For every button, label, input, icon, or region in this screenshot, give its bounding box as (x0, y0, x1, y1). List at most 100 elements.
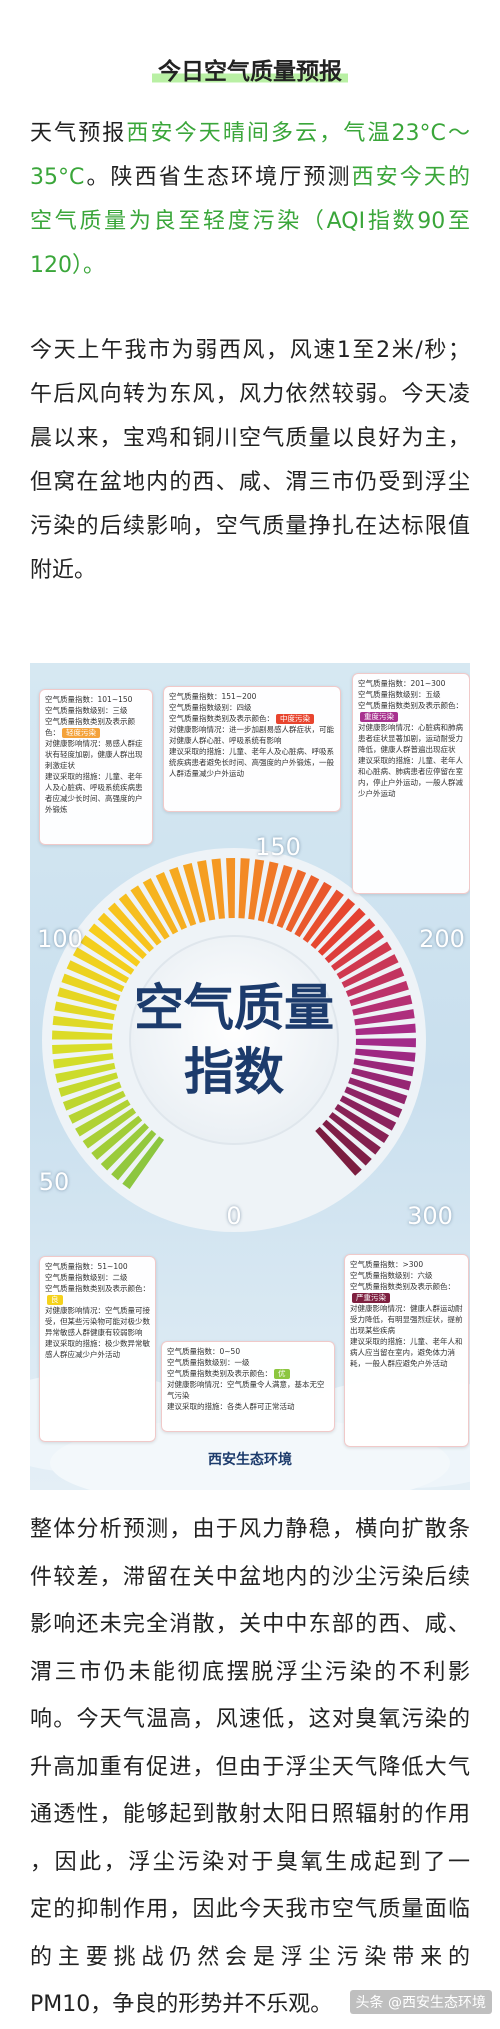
level-tag: 优 (274, 1369, 290, 1379)
text-segment: 天气预报 (30, 121, 127, 146)
ring-segment (72, 947, 129, 984)
text-line: 污染的后续影响，空气质量挣扎在达标限值 (30, 514, 470, 539)
info-row: 空气质量指数：51~100 (45, 1262, 128, 1271)
ring-segment (351, 1067, 412, 1091)
ring-segment (52, 1015, 114, 1030)
text-line: 但窝在盆地内的西、咸、渭三市仍受到浮尘 (30, 470, 470, 495)
info-row: 空气质量指数：151~200 (169, 692, 257, 701)
text-line: 今天上午我市为弱西风，风速1至2米/秒； (30, 338, 470, 363)
ring-segment (182, 862, 206, 923)
ring-segment (276, 869, 307, 928)
text-segment: 。陕西省生态环境厅预测 (84, 165, 352, 190)
ring-segment (62, 1081, 122, 1111)
info-box: 空气质量指数：201~300 空气质量指数级别：五级 空气质量指数类别及表示颜色： 重… (352, 673, 470, 894)
ring-segment (345, 967, 405, 997)
ring-segment (142, 878, 179, 935)
highlight-segment: 35°C (30, 165, 85, 190)
ring-segment (55, 1062, 116, 1083)
text-line: 空气质量为良至轻度污染（AQI指数90至 (30, 200, 470, 244)
info-row: 空气质量指数：>300 (350, 1260, 424, 1269)
ring-segment (354, 1009, 415, 1026)
infographic-footer: 西安生态环境 (208, 1452, 292, 1468)
text-line: 整体分析预测，由于风力静稳，横向扩散条 (30, 1517, 470, 1542)
text-line: ，因此，浮尘污染对于臭氧生成起到了一 (30, 1849, 470, 1875)
info-row: 空气质量指数级别：三级 (45, 706, 128, 715)
info-row: 对健康影响情况：进一步加剧易感人群症状，可能对健康人群心脏、呼吸系统有影响 (169, 725, 334, 745)
ring-segment (348, 1077, 408, 1105)
ring-segment (352, 994, 413, 1016)
info-box: 空气质量指数：101~150 空气质量指数级别：三级 空气质量指数类别及表示颜色：轻… (39, 689, 153, 845)
ring-segment (344, 1086, 403, 1118)
ring-segment (248, 859, 265, 920)
info-row: 建议采取的措施：儿童、老年人和病人应当留在室内，避免体力消耗，一般人群应避免户外… (350, 1337, 463, 1368)
info-row: 对健康影响情况：心脏病和肺病患者症状显著加剧，运动耐受力降低，健康人群普遍出现症… (358, 723, 463, 754)
info-row-text: 空气质量指数类别及表示颜色： (45, 1284, 150, 1293)
ring-segment (130, 885, 170, 940)
info-row: 建议采取的措施：极少数异常敏感人群应减少户外活动 (45, 1339, 150, 1359)
center-disc (129, 935, 339, 1145)
info-box: 空气质量指数：>300 空气质量指数级别：六级 空气质量指数类别及表示颜色： 严重污染… (344, 1254, 469, 1447)
color-ring (52, 858, 416, 1190)
info-row: 建议采取的措施：儿童、老年人和心脏病、肺病患者应停留在室内，停止户外运动，一般人… (358, 756, 463, 798)
level-tag: 良 (47, 1295, 63, 1305)
ring-segment (339, 1095, 397, 1131)
ring-segment (91, 1115, 143, 1160)
info-row: 空气质量指数级别：六级 (350, 1271, 433, 1280)
scale-label: 50 (38, 1168, 70, 1196)
ring-segment (355, 1023, 416, 1036)
info-row-text: 空气质量指数类别及表示颜色： (167, 1369, 272, 1378)
info-row: 对健康影响情况：健康人群运动耐受力降低，有明显强烈症状，提前出现某些疾病 (350, 1304, 463, 1335)
ring-segment (100, 1123, 149, 1171)
info-box: 空气质量指数：151~200 空气质量指数级别：四级 空气质量指数类别及表示颜色：中… (163, 686, 341, 812)
ring-segment (211, 858, 225, 919)
info-row-text: 空气质量指数类别及表示颜色： (358, 701, 463, 710)
scale-label: 0 (226, 1202, 242, 1230)
info-row-text: 空气质量指数类别及表示颜色： (45, 717, 135, 737)
info-row: 空气质量指数级别：二级 (45, 1273, 128, 1282)
ring-segment (355, 1048, 416, 1062)
ring-segment (88, 923, 141, 967)
text-line: 的主要挑战仍然会是浮尘污染带来的 (30, 1944, 470, 1970)
info-row: 空气质量指数：101~150 (45, 695, 133, 704)
ring-segment (315, 1126, 362, 1176)
info-box: 空气质量指数：51~100 空气质量指数级别：二级 空气质量指数类别及表示颜色： 良对… (39, 1256, 156, 1442)
ring-segment (322, 1119, 372, 1166)
text-line: 附近。 (30, 558, 97, 583)
highlight-segment: 120）。 (30, 253, 105, 278)
ring-segment (54, 1001, 115, 1021)
ring-segment (80, 935, 135, 975)
text-line: 天气预报西安今天晴间多云，气温23°C～ (30, 112, 470, 156)
level-tag: 中度污染 (276, 714, 314, 724)
ring-segment (66, 960, 125, 993)
ring-segment (334, 1103, 389, 1143)
highlight-segment: 西安今天的 (351, 165, 470, 190)
text-line: 响。今天气温高，风速低，这对臭氧污染的 (30, 1707, 470, 1732)
ring-segment (324, 918, 376, 964)
level-tag: 轻度污染 (62, 728, 100, 738)
ring-segment (68, 1090, 126, 1124)
ring-segment (122, 1136, 165, 1190)
ring-segment (97, 912, 147, 960)
ring-segment (61, 973, 121, 1002)
info-row: 空气质量指数类别及表示颜色： 重度污染 (358, 700, 464, 722)
text-line: 升高加重有促进，但由于浮尘天气降低大气 (30, 1754, 470, 1780)
ring-segment (336, 941, 392, 980)
highlight-segment: 空气质量为良至轻度污染（AQI指数90至 (30, 209, 470, 234)
ring-segment (53, 1053, 114, 1069)
scale-label: 200 (419, 925, 465, 953)
text-line: 件较差，滞留在关中盆地内的沙尘污染后续 (30, 1564, 470, 1590)
text-line: 定的抑制作用，因此今天我市空气质量面临 (30, 1897, 470, 1922)
ring-segment (52, 1043, 113, 1055)
level-tag: 重度污染 (360, 712, 398, 722)
info-row: 空气质量指数类别及表示颜色： 轻度污染 (45, 716, 147, 738)
info-row: 建议采取的措施：儿童、老年人及心脏病、呼吸系统疾病患者应减少长时间、高强度的户外… (45, 772, 143, 814)
ring-segment (75, 1099, 131, 1137)
text-line: 35°C。陕西省生态环境厅预测西安今天的 (30, 156, 470, 200)
text-line: 120）。 (30, 244, 470, 288)
text-line: PM10，争良的形势并不乐观。 (30, 1992, 333, 2017)
text-line: 渭三市仍未能彻底摆脱浮尘污染的不利影 (30, 1659, 470, 1685)
infographic: 空气质量 指数 0 50 100 150 200 300 空气质量指数：101~150 空气质量指… (30, 663, 470, 1490)
info-row-text: 空气质量指数类别及表示颜色： (169, 714, 274, 723)
ring-segment (169, 866, 197, 927)
